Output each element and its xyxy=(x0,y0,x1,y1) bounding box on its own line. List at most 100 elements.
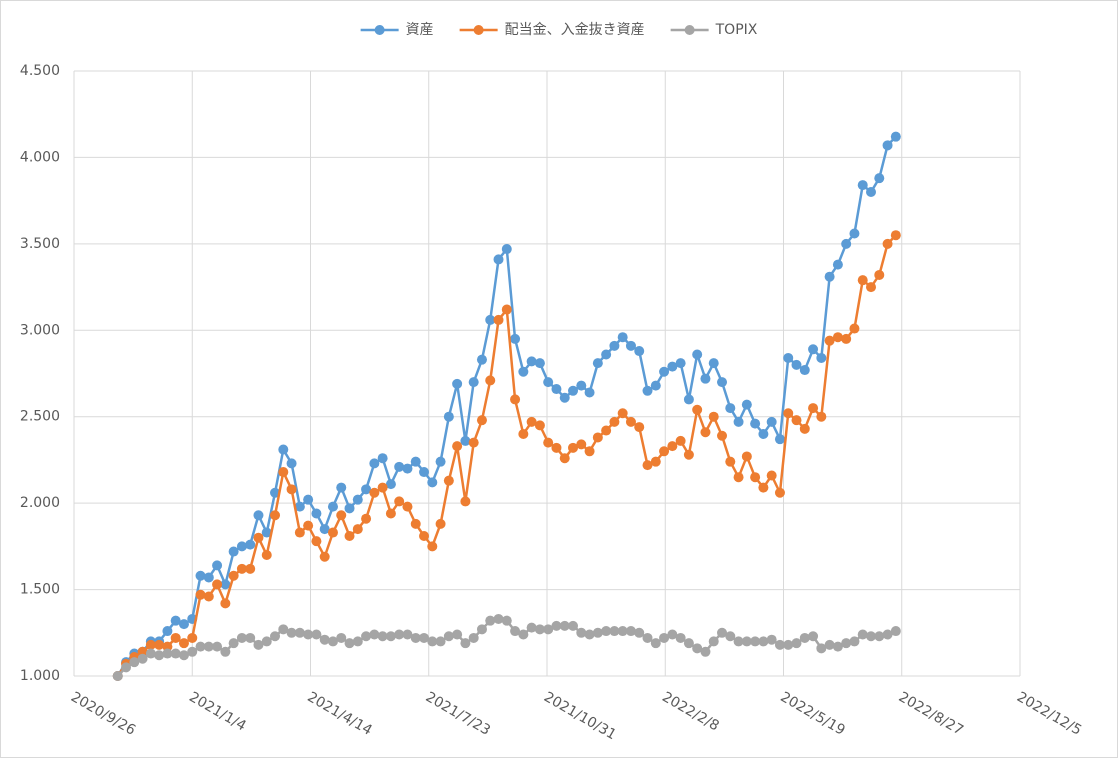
plot xyxy=(112,131,901,681)
data-point xyxy=(774,487,785,498)
data-point xyxy=(236,541,247,552)
data-point xyxy=(832,332,843,343)
data-point xyxy=(170,632,181,643)
data-point xyxy=(476,415,487,426)
data-point xyxy=(683,449,694,460)
data-point xyxy=(294,501,305,512)
data-point xyxy=(874,173,885,184)
data-point xyxy=(510,333,521,344)
data-point xyxy=(178,619,189,630)
data-point xyxy=(766,634,777,645)
data-point xyxy=(336,632,347,643)
data-point xyxy=(402,629,413,640)
data-point xyxy=(294,527,305,538)
data-point xyxy=(791,415,802,426)
data-point xyxy=(518,429,529,439)
data-point xyxy=(824,335,835,346)
data-point xyxy=(783,639,794,650)
legend: 資産 配当金、入金抜き資産 TOPIX xyxy=(360,22,758,38)
y-tick-label: 1.500 xyxy=(20,582,60,598)
data-point xyxy=(882,140,893,151)
data-point xyxy=(195,589,206,600)
data-point xyxy=(460,435,471,446)
data-point xyxy=(841,238,852,249)
data-point xyxy=(526,356,537,367)
data-point xyxy=(791,638,802,649)
legend-item: TOPIX xyxy=(670,22,758,38)
data-point xyxy=(882,238,893,249)
data-point xyxy=(336,482,347,493)
data-point xyxy=(493,254,504,265)
data-point xyxy=(617,626,628,637)
data-point xyxy=(476,624,487,635)
data-point xyxy=(750,418,761,429)
data-point xyxy=(377,631,388,642)
data-point xyxy=(692,404,703,415)
data-point xyxy=(551,384,562,395)
data-point xyxy=(774,434,785,445)
data-point xyxy=(733,472,744,483)
data-point xyxy=(245,563,256,574)
data-point xyxy=(741,451,752,462)
data-point xyxy=(758,429,769,439)
data-point xyxy=(808,403,819,414)
data-point xyxy=(617,408,628,419)
data-point xyxy=(634,422,645,433)
data-point xyxy=(236,632,247,643)
data-point xyxy=(220,598,231,609)
data-point xyxy=(700,373,711,384)
legend-label: 資産 xyxy=(406,22,434,38)
legend-label: 配当金、入金抜き資産 xyxy=(505,22,645,38)
data-point xyxy=(708,358,719,369)
data-point xyxy=(385,631,396,642)
data-point xyxy=(187,632,198,643)
data-point xyxy=(394,461,405,472)
data-point xyxy=(874,269,885,280)
data-point xyxy=(352,494,363,505)
y-tick-label: 4.000 xyxy=(20,149,60,165)
data-point xyxy=(758,636,769,647)
legend-marker xyxy=(473,25,484,35)
data-point xyxy=(683,638,694,649)
y-tick-label: 3.500 xyxy=(20,236,60,252)
data-point xyxy=(659,366,670,377)
data-point xyxy=(857,180,868,191)
data-point xyxy=(270,510,281,521)
data-point xyxy=(650,638,661,649)
data-point xyxy=(750,472,761,483)
data-point xyxy=(824,639,835,650)
data-point xyxy=(137,653,148,664)
data-point xyxy=(402,463,413,474)
data-point xyxy=(212,560,223,571)
data-point xyxy=(203,572,214,583)
data-point xyxy=(659,446,670,457)
data-point xyxy=(121,662,132,673)
data-point xyxy=(303,520,314,531)
data-point xyxy=(286,627,297,638)
data-point xyxy=(741,399,752,410)
data-point xyxy=(435,636,446,647)
data-point xyxy=(568,620,579,631)
data-point xyxy=(808,344,819,355)
data-point xyxy=(443,411,454,422)
data-point xyxy=(419,530,430,541)
data-point xyxy=(460,638,471,649)
data-point xyxy=(270,631,281,642)
data-point xyxy=(369,629,380,640)
data-point xyxy=(625,340,636,351)
data-point xyxy=(559,392,570,403)
data-point xyxy=(559,453,570,464)
data-point xyxy=(344,503,355,514)
data-point xyxy=(501,304,512,315)
data-point xyxy=(791,359,802,370)
data-point xyxy=(551,442,562,453)
data-point xyxy=(725,456,736,467)
data-point xyxy=(601,626,612,637)
data-point xyxy=(344,638,355,649)
data-point xyxy=(278,624,289,635)
data-point xyxy=(543,437,554,448)
y-tick-label: 4.500 xyxy=(20,63,60,79)
data-point xyxy=(675,632,686,643)
data-point xyxy=(410,632,421,643)
data-point xyxy=(443,475,454,486)
